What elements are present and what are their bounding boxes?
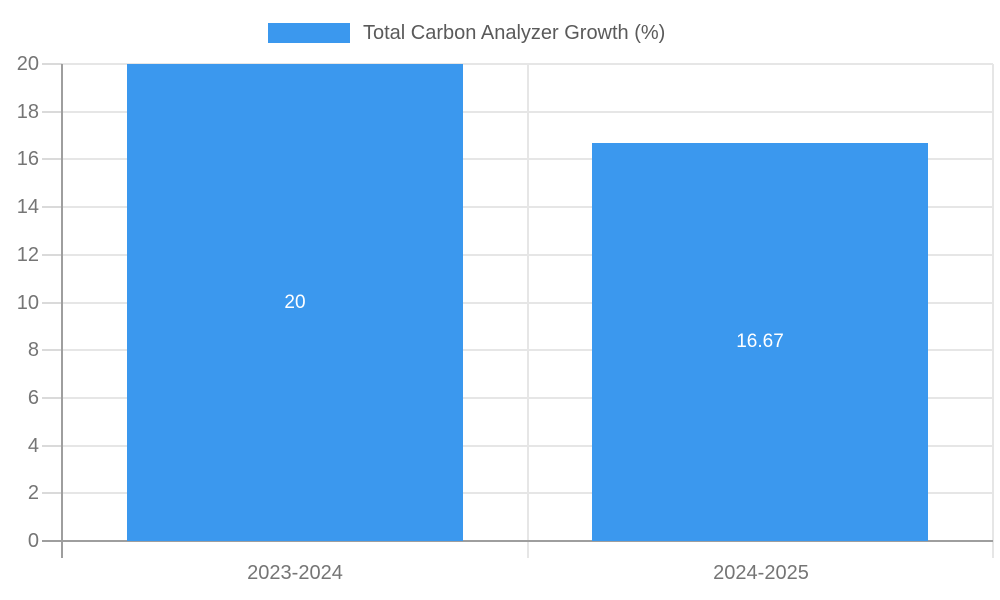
y-axis-tick-label: 14 xyxy=(16,196,39,218)
x-axis-baseline xyxy=(62,540,993,542)
y-axis-line xyxy=(61,64,63,558)
y-axis-tick xyxy=(42,540,62,542)
y-axis-tick xyxy=(42,206,62,208)
bar-2024-2025[interactable] xyxy=(592,143,928,541)
y-axis-tick-label: 10 xyxy=(16,292,39,314)
gridline-vertical xyxy=(527,64,529,558)
y-axis-tick xyxy=(42,63,62,65)
y-axis-tick-label: 6 xyxy=(27,387,39,409)
y-axis-tick-label: 20 xyxy=(16,53,39,75)
y-axis-tick-label: 4 xyxy=(27,435,39,457)
y-axis-tick xyxy=(42,445,62,447)
bar-value-label: 20 xyxy=(284,292,306,313)
y-axis-tick xyxy=(42,158,62,160)
y-axis-tick xyxy=(42,111,62,113)
y-axis-tick xyxy=(42,349,62,351)
legend-label: Total Carbon Analyzer Growth (%) xyxy=(363,22,666,44)
y-axis-tick xyxy=(42,302,62,304)
y-axis-tick xyxy=(42,492,62,494)
chart-legend: Total Carbon Analyzer Growth (%) xyxy=(268,20,665,46)
y-axis-tick xyxy=(42,397,62,399)
x-axis-tick-label: 2024-2025 xyxy=(713,562,809,584)
gridline-vertical xyxy=(992,64,994,558)
y-axis-tick-label: 16 xyxy=(16,148,39,170)
y-axis-tick xyxy=(42,254,62,256)
y-axis-tick-label: 18 xyxy=(16,101,39,123)
y-axis-tick-label: 12 xyxy=(16,244,39,266)
y-axis-tick-label: 8 xyxy=(27,339,39,361)
y-axis-tick-label: 2 xyxy=(27,482,39,504)
x-axis-tick-label: 2023-2024 xyxy=(247,562,343,584)
bar-2023-2024[interactable] xyxy=(127,64,463,541)
legend-swatch xyxy=(268,23,350,43)
bar-value-label: 16.67 xyxy=(736,331,784,352)
y-axis-tick-label: 0 xyxy=(27,530,39,552)
